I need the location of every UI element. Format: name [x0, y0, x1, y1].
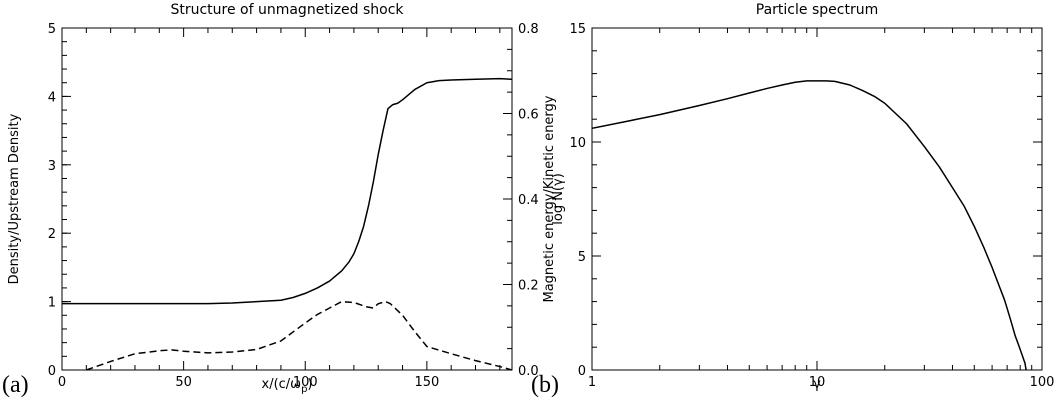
y-tick-label: 10 — [569, 136, 586, 151]
y-tick-label: 5 — [48, 22, 56, 37]
y-tick-label: 15 — [569, 22, 586, 37]
y-tick-label: 0 — [578, 364, 586, 379]
chart-b-panel-label: (b) — [531, 372, 559, 398]
y2-tick-label: 0.0 — [518, 364, 539, 379]
x-tick-label: 100 — [293, 375, 318, 390]
chart-a: Structure of unmagnetized shock 0 50 100 15… — [2, 2, 557, 398]
y-tick-label: 1 — [48, 296, 56, 311]
chart-a-density-line — [62, 77, 513, 305]
chart-a-y-axis-label: Density/Upstream Density — [7, 113, 22, 284]
chart-a-y2-axis-label: Magnetic energy/Kinetic energy — [542, 95, 557, 302]
chart-b-title: Particle spectrum — [756, 2, 878, 18]
x-tick-label: 100 — [1030, 375, 1055, 390]
x-tick-label: 0 — [58, 375, 66, 390]
chart-a-x-axis-label: x/(c/ωp) — [262, 377, 313, 395]
x-tick-label: 150 — [414, 375, 439, 390]
chart-b-x-axis-label: γ — [813, 377, 821, 392]
chart-b-y-axis-label: log N(γ) — [551, 173, 566, 225]
y-tick-label: 2 — [48, 227, 56, 242]
y2-tick-label: 0.4 — [518, 193, 539, 208]
chart-b-y-ticks: 0 5 10 15 — [569, 22, 1042, 379]
chart-b-spectrum-line — [591, 80, 1027, 371]
x-tick-label: 1 — [588, 375, 596, 390]
chart-a-panel-label: (a) — [2, 372, 29, 398]
chart-a-x-label-sub: p — [301, 384, 307, 395]
y-tick-label: 5 — [578, 250, 586, 265]
y-tick-label: 3 — [48, 159, 56, 174]
x-tick-label: 10 — [809, 375, 826, 390]
chart-b-x-ticks: 1 10 100 — [588, 28, 1055, 390]
chart-b: Particle spectrum 1 10 100 0 5 10 15 γ log N(… — [531, 2, 1054, 398]
y-tick-label: 0 — [48, 364, 56, 379]
y2-tick-label: 0.8 — [518, 22, 539, 37]
y2-tick-label: 0.6 — [518, 108, 539, 123]
chart-a-x-label-close: ) — [307, 377, 312, 392]
chart-a-magnetic-energy-line — [86, 300, 513, 371]
y-tick-label: 4 — [48, 90, 56, 105]
chart-a-y-ticks: 0 1 2 3 4 5 — [48, 22, 71, 379]
chart-a-y2-ticks: 0.0 0.2 0.4 0.6 0.8 — [503, 22, 539, 379]
chart-a-x-label-main: x/(c/ω — [262, 377, 302, 392]
chart-b-frame — [591, 27, 1043, 371]
chart-a-frame — [61, 27, 513, 371]
y2-tick-label: 0.2 — [518, 279, 539, 294]
chart-a-x-ticks: 0 50 100 150 — [58, 28, 501, 390]
x-tick-label: 50 — [175, 375, 192, 390]
chart-a-title: Structure of unmagnetized shock — [170, 2, 404, 18]
